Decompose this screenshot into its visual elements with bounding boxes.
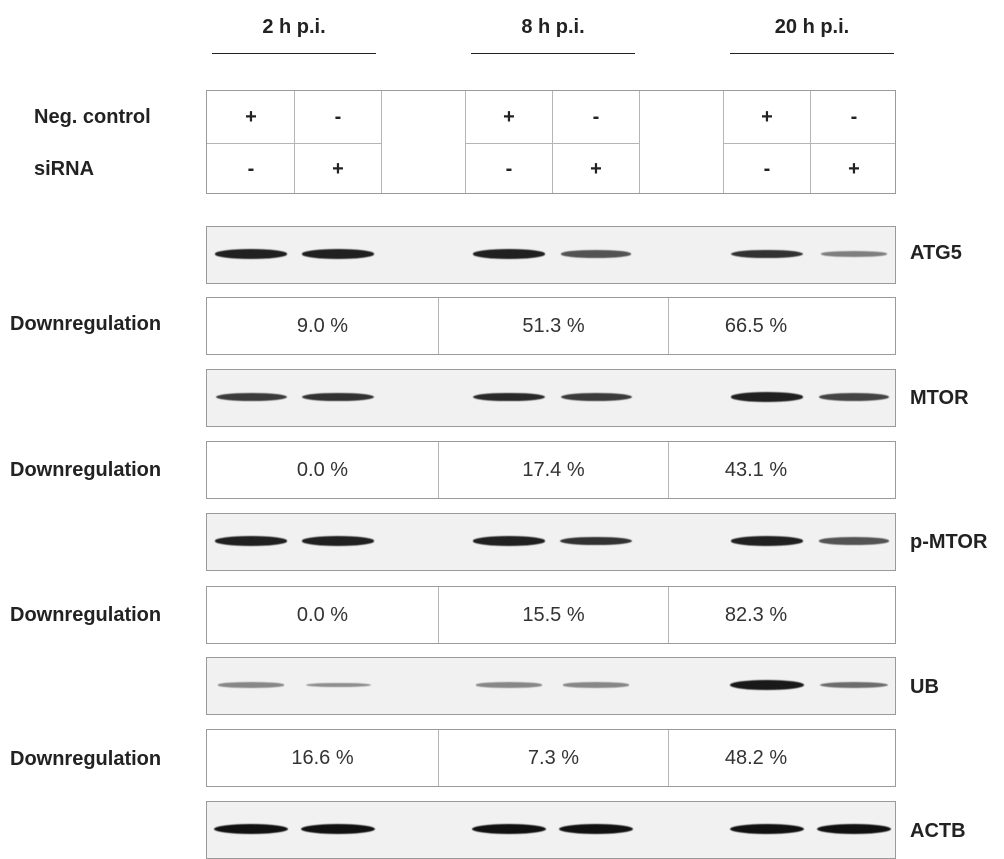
band-ub-lane-6 [820,681,888,689]
band-ub-lane-3 [476,682,542,688]
blot-panel-p-mtor [206,513,896,571]
grid-divider [810,91,811,193]
grid-divider [723,143,895,144]
band-atg5-lane-5 [731,249,803,259]
sirna-cell: - [763,157,771,180]
neg-control-cell: + [503,105,515,128]
sirna-cell: - [247,157,255,180]
downregulation-row-mtor: 0.0 % 17.4 % 43.1 % [206,441,896,499]
band-actb-lane-1 [214,824,288,834]
grid-divider [552,91,553,193]
neg-control-cell: - [850,105,858,128]
band-p-mtor-lane-3 [472,536,546,546]
condition-grid: + - + - + - - + - + - + [206,90,896,194]
downregulation-value: 48.2 % [724,746,788,769]
row-divider [668,587,669,643]
protein-label-atg5: ATG5 [910,242,962,264]
downregulation-label: Downregulation [10,604,162,626]
downregulation-row-atg5: 9.0 % 51.3 % 66.5 % [206,297,896,355]
sirna-cell: + [848,157,860,180]
grid-divider [294,91,295,193]
downregulation-value: 66.5 % [724,314,788,337]
band-actb-lane-5 [730,824,804,834]
row-divider [668,298,669,354]
band-mtor-lane-6 [818,393,890,401]
row-divider [438,587,439,643]
grid-divider [381,91,382,193]
neg-control-label: Neg. control [34,106,151,128]
band-atg5-lane-1 [214,249,288,259]
downregulation-label: Downregulation [10,313,162,335]
row-divider [668,442,669,498]
band-mtor-lane-1 [215,392,287,402]
sirna-cell: - [505,157,513,180]
blot-panel-actb [206,801,896,859]
row-divider [438,442,439,498]
band-actb-lane-3 [472,824,546,834]
band-mtor-lane-4 [560,392,632,402]
timepoint-label-20h: 20 h p.i. [774,16,850,38]
protein-label-actb: ACTB [910,820,966,842]
band-actb-lane-2 [301,824,375,834]
sirna-cell: + [332,157,344,180]
neg-control-cell: - [334,105,342,128]
protein-label-ub: UB [910,676,939,698]
band-atg5-lane-2 [301,249,375,259]
grid-divider [723,91,724,193]
downregulation-value: 43.1 % [724,458,788,481]
neg-control-cell: + [761,105,773,128]
downregulation-value: 51.3 % [522,314,585,337]
downregulation-row-p-mtor: 0.0 % 15.5 % 82.3 % [206,586,896,644]
downregulation-value: 0.0 % [296,603,349,626]
blot-panel-mtor [206,369,896,427]
downregulation-value: 15.5 % [522,603,585,626]
band-ub-lane-1 [218,682,284,688]
grid-divider [639,91,640,193]
blot-panel-ub [206,657,896,715]
timepoint-label-2h: 2 h p.i. [262,16,326,38]
band-mtor-lane-5 [730,392,804,402]
protein-label-mtor: MTOR [910,387,969,409]
band-p-mtor-lane-5 [730,536,804,546]
row-divider [438,298,439,354]
band-mtor-lane-3 [472,392,546,402]
band-atg5-lane-6 [820,251,888,257]
neg-control-cell: + [245,105,257,128]
timepoint-underline-8h [471,53,635,54]
downregulation-value: 17.4 % [522,458,585,481]
band-mtor-lane-2 [302,392,374,402]
sirna-label: siRNA [34,158,95,180]
band-p-mtor-lane-1 [214,536,288,546]
band-p-mtor-lane-4 [560,536,632,546]
protein-label-p-mtor: p-MTOR [910,531,988,553]
band-atg5-lane-3 [472,249,546,259]
downregulation-label: Downregulation [10,459,162,481]
row-divider [438,730,439,786]
timepoint-label-8h: 8 h p.i. [521,16,585,38]
downregulation-value: 16.6 % [291,746,354,769]
blot-panel-atg5 [206,226,896,284]
grid-divider [465,91,466,193]
band-p-mtor-lane-2 [301,536,375,546]
timepoint-underline-2h [212,53,376,54]
timepoint-underline-20h [730,53,894,54]
band-actb-lane-4 [559,824,633,834]
band-p-mtor-lane-6 [819,537,889,545]
sirna-cell: + [590,157,602,180]
band-ub-lane-2 [305,682,371,688]
band-ub-lane-4 [563,682,629,688]
band-actb-lane-6 [817,824,891,834]
downregulation-value: 9.0 % [296,314,349,337]
row-divider [668,730,669,786]
downregulation-value: 7.3 % [527,746,580,769]
neg-control-cell: - [592,105,600,128]
downregulation-value: 82.3 % [724,603,788,626]
downregulation-value: 0.0 % [296,458,349,481]
downregulation-label: Downregulation [10,748,162,770]
band-atg5-lane-4 [561,250,631,258]
band-ub-lane-5 [730,680,804,690]
downregulation-row-ub: 16.6 % 7.3 % 48.2 % [206,729,896,787]
